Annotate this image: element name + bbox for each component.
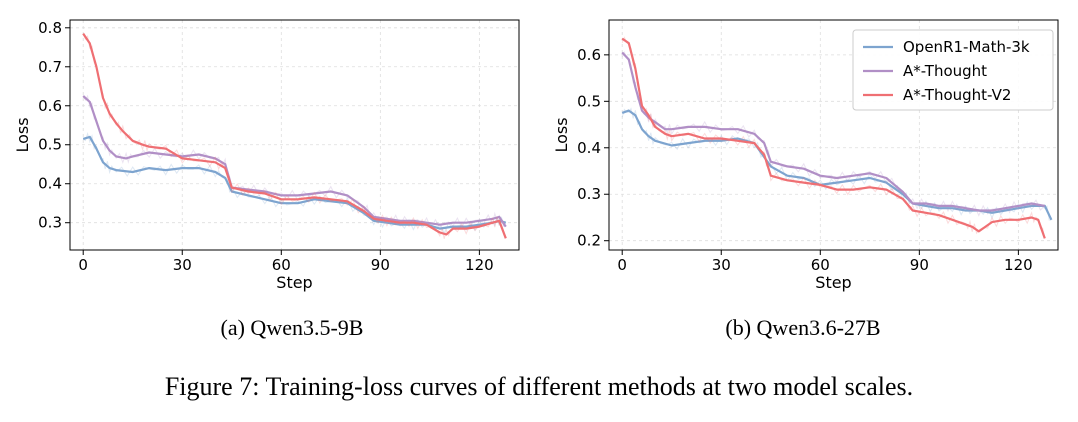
y-tick-label: 0.6 — [577, 46, 601, 64]
series-noise-line — [82, 94, 506, 230]
y-tick-label: 0.5 — [577, 92, 601, 110]
y-tick-label: 0.6 — [38, 97, 62, 115]
x-tick-label: 120 — [1004, 256, 1033, 274]
subcaption-b: (b) Qwen3.6-27B — [725, 315, 880, 340]
x-tick-label: 120 — [465, 256, 494, 274]
y-tick-label: 0.3 — [577, 185, 601, 203]
y-tick-label: 0.4 — [577, 139, 601, 157]
series-line — [621, 109, 1053, 221]
panel-a: 0 30 60 90 120 0.3 0.4 0.5 0.6 0.7 0.8 Step Loss — [13, 19, 520, 292]
y-tick-label: 0.5 — [38, 136, 62, 154]
y-tick-label: 0.2 — [577, 232, 601, 250]
series-noise-line — [621, 107, 1052, 221]
x-axis-label: Step — [276, 273, 312, 292]
y-tick-label: 0.4 — [38, 175, 62, 193]
legend-label: A*-Thought-V2 — [903, 86, 1011, 104]
x-tick-label: 0 — [617, 256, 627, 274]
x-tick-label: 90 — [910, 256, 929, 274]
series-line — [621, 51, 1045, 212]
series-line — [82, 32, 507, 239]
x-tick-label: 0 — [78, 256, 88, 274]
series-noise-line — [82, 33, 507, 239]
y-axis-label: Loss — [552, 117, 571, 152]
series-line — [82, 135, 507, 230]
series-line — [621, 37, 1046, 239]
y-tick-label: 0.3 — [38, 214, 62, 232]
plot-frame — [69, 19, 520, 251]
legend-box — [852, 29, 1054, 111]
x-tick-label: 30 — [712, 256, 731, 274]
series-line — [82, 95, 507, 228]
x-tick-label: 30 — [173, 256, 192, 274]
y-axis-label: Loss — [13, 117, 32, 152]
figure-caption: Figure 7: Training-loss curves of differ… — [165, 372, 913, 401]
y-tick-label: 0.8 — [38, 19, 62, 37]
x-tick-label: 90 — [371, 256, 390, 274]
legend-label: OpenR1-Math-3k — [903, 38, 1030, 56]
legend-label: A*-Thought — [903, 62, 987, 80]
plot-frame — [608, 19, 1059, 251]
x-tick-label: 60 — [272, 256, 291, 274]
x-tick-label: 60 — [811, 256, 830, 274]
y-tick-label: 0.7 — [38, 58, 62, 76]
subcaption-a: (a) Qwen3.5-9B — [221, 315, 364, 340]
x-axis-label: Step — [815, 273, 851, 292]
panel-b: 0 30 60 90 120 0.2 0.3 0.4 0.5 0.6 Step Loss OpenR1-… — [552, 19, 1059, 292]
